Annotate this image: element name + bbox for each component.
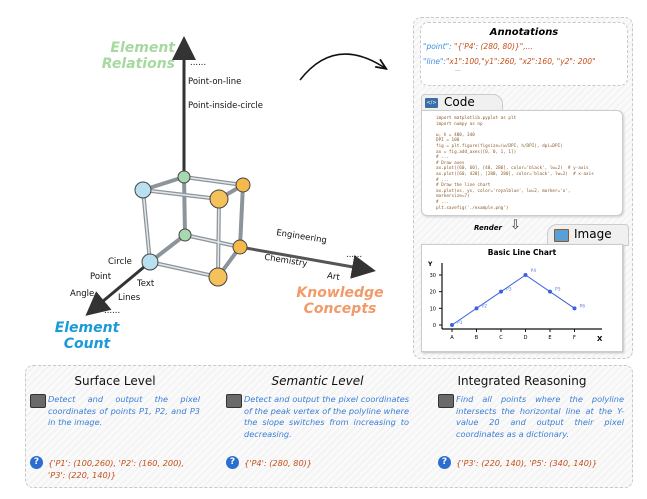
line-chart: Basic Line Chart Y X 0 10 20 30 A B C D E F P1 P2 P3 P4 P… xyxy=(427,248,603,343)
count-axis-title: Element Count xyxy=(54,320,120,352)
semantic-level-title: Semantic Level xyxy=(271,374,364,388)
code-file-icon: </> xyxy=(425,98,438,108)
point-label: P3 xyxy=(506,287,512,293)
node-concept-2 xyxy=(209,189,229,209)
surface-level-answer: {'P1': (100,260), 'P2': (160, 200), 'P3'… xyxy=(48,458,185,480)
concept-item-more: ...... xyxy=(346,250,363,260)
integrated-reasoning-title: Integrated Reasoning xyxy=(457,374,587,388)
series-line xyxy=(451,274,575,326)
relations-item-point-on-line: Point-on-line xyxy=(188,77,242,87)
x-tick-label: A xyxy=(450,335,454,341)
relations-item-point-inside-circle: Point-inside-circle xyxy=(188,101,264,111)
x-tick-label: E xyxy=(548,335,551,341)
concept-item-art: Art xyxy=(326,271,341,283)
answer-question-icon: ? xyxy=(226,456,239,469)
relations-item-more: ...... xyxy=(190,58,207,68)
question-laptop-icon xyxy=(30,394,46,408)
y-axis-label: Y xyxy=(427,261,433,268)
integrated-reasoning-question: Find all points where the polyline inter… xyxy=(456,394,624,439)
annotation-line-value: "x1":100,"y1":260, "x2":160, "y2": 200" xyxy=(445,57,596,66)
question-laptop-icon xyxy=(438,394,454,408)
cube-nodes xyxy=(134,170,251,287)
annotations-title: Annotations xyxy=(489,27,559,38)
image-file-icon xyxy=(554,229,569,242)
cube-edges-highlight xyxy=(142,176,244,278)
point-label: P4 xyxy=(531,268,537,274)
data-point xyxy=(474,306,479,311)
annotation-point-key: "point": xyxy=(423,42,452,51)
render-label: Render xyxy=(474,224,502,232)
answer-question-icon: ? xyxy=(30,456,43,469)
code-title: Code xyxy=(444,95,475,109)
surface-level-question: Detect and output the pixel coordinates … xyxy=(48,394,200,427)
y-tick-label: 30 xyxy=(430,273,436,279)
node-concept-1 xyxy=(235,177,251,193)
render-arrow-icon: ⇩ xyxy=(510,218,521,233)
data-point xyxy=(572,306,577,311)
count-item-point: Point xyxy=(90,272,112,282)
count-item-text: Text xyxy=(137,279,155,289)
annotation-ellipsis: ... xyxy=(455,66,461,73)
x-tick-label: B xyxy=(475,335,479,341)
integrated-reasoning-answer: {'P3': (220, 140), 'P5': (340, 140)} xyxy=(456,458,598,468)
x-axis-label: X xyxy=(597,335,603,343)
question-laptop-icon xyxy=(226,394,242,408)
data-point xyxy=(450,323,454,327)
point-label: P1 xyxy=(457,320,463,326)
code-text: import matplotlib.pyplot as plt import n… xyxy=(436,116,594,211)
annotation-point-value: "{'P4': (280, 80)}",... xyxy=(453,42,533,51)
concepts-axis-title: Knowledge Concepts xyxy=(296,285,384,317)
node-relations-bottom xyxy=(178,228,192,242)
answer-question-icon: ? xyxy=(438,456,451,469)
curved-arrow xyxy=(299,53,385,81)
y-tick-label: 20 xyxy=(430,290,436,296)
data-point xyxy=(548,289,552,294)
y-tick-label: 0 xyxy=(433,323,436,329)
point-label: P5 xyxy=(555,287,561,293)
relations-axis-title: Element Relations xyxy=(101,40,175,72)
semantic-level-question: Detect and output the pixel coordinates … xyxy=(244,394,409,439)
node-concept-4 xyxy=(208,267,228,287)
count-item-angle: Angle xyxy=(70,289,95,299)
code-tab: </> Code xyxy=(421,94,503,112)
x-tick-label: C xyxy=(499,335,503,341)
node-count-origin xyxy=(141,253,159,271)
x-tick-label: D xyxy=(524,335,528,341)
count-item-lines: Lines xyxy=(118,293,141,303)
count-item-more: ...... xyxy=(104,306,121,316)
point-label: P2 xyxy=(482,303,488,309)
tasks-panel xyxy=(25,365,633,488)
data-point xyxy=(499,289,503,294)
node-count-top xyxy=(134,181,152,199)
annotation-line-key: "line": xyxy=(423,57,446,66)
data-point xyxy=(523,273,528,277)
code-box: import matplotlib.pyplot as plt import n… xyxy=(421,110,623,216)
annotations-box: Annotations "point": "{'P4': (280, 80)}"… xyxy=(420,22,628,86)
x-tick-label: F xyxy=(573,335,576,341)
node-relations-top xyxy=(177,170,191,184)
image-title: Image xyxy=(574,227,612,241)
cube-diagram xyxy=(85,36,410,316)
rendered-image-box: Basic Line Chart Y X 0 10 20 30 A B C D E F P1 P2 P3 P4 P… xyxy=(421,244,623,352)
node-concept-3 xyxy=(232,239,248,255)
chart-title: Basic Line Chart xyxy=(488,248,557,257)
image-tab: Image xyxy=(547,224,629,246)
count-axis-arrow xyxy=(85,260,151,316)
concepts-axis-arrow xyxy=(239,245,376,279)
y-tick-label: 10 xyxy=(430,306,436,312)
surface-level-title: Surface Level xyxy=(74,374,156,388)
semantic-level-answer: {'P4': (280, 80)} xyxy=(244,458,313,468)
point-label: P6 xyxy=(580,303,586,309)
count-item-circle: Circle xyxy=(108,257,132,267)
